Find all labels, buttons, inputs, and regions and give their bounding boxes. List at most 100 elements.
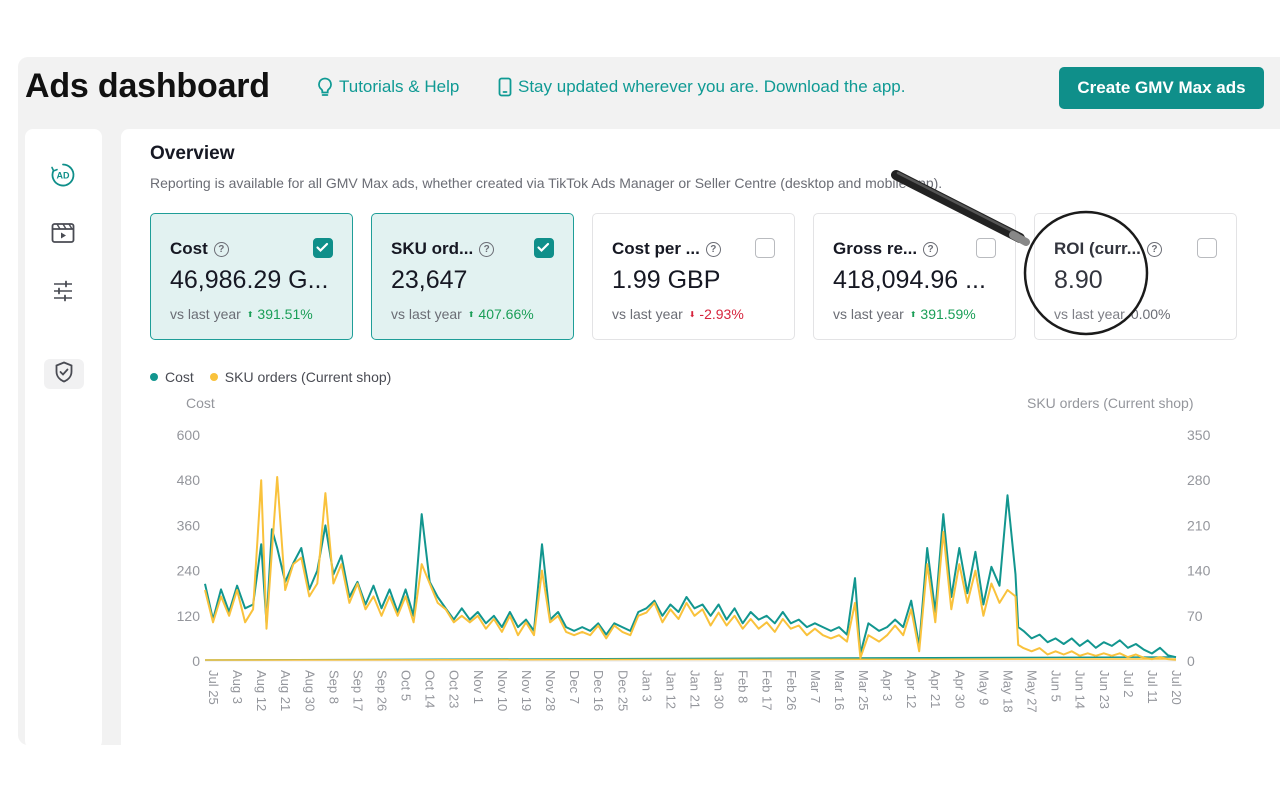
metric-card-title: Cost per ... <box>612 239 700 258</box>
metric-delta-value: 407.66% <box>478 306 534 322</box>
metric-card-label: SKU ord...? <box>391 239 495 259</box>
metric-vs-label: vs last year <box>391 306 462 322</box>
metric-comparison: vs last year ⬆︎ 391.59% <box>833 306 976 322</box>
x-tick-label: May 18 <box>1000 670 1015 713</box>
sidebar-item-security[interactable] <box>44 359 84 389</box>
x-tick-label: Feb 8 <box>736 670 751 703</box>
legend-dot-cost <box>150 373 158 381</box>
orders-baseline-trace <box>204 658 1177 661</box>
x-tick-label: Jan 30 <box>712 670 727 709</box>
x-tick-label: Aug 21 <box>278 670 293 711</box>
x-tick-label: Nov 10 <box>495 670 510 711</box>
x-tick-label: Apr 12 <box>904 670 919 708</box>
metric-card-label: Cost? <box>170 239 229 259</box>
phone-icon <box>498 77 512 97</box>
arrow-up-icon: ⬆︎ <box>909 310 917 319</box>
y-right-tick-label: 280 <box>1187 472 1211 488</box>
cost-series-line <box>204 494 1177 659</box>
legend-dot-sku-orders <box>209 373 218 381</box>
metric-card-title: Gross re... <box>833 239 918 258</box>
x-tick-label: Mar 25 <box>856 670 871 710</box>
x-tick-label: Mar 7 <box>808 670 823 703</box>
legend-label-cost: Cost <box>165 369 194 385</box>
metric-checkbox[interactable] <box>534 238 554 258</box>
y-left-tick-label: 480 <box>177 472 201 488</box>
metric-delta: ⬆︎ 391.51% <box>247 306 313 322</box>
legend-item-sku-orders[interactable]: SKU orders (Current shop) <box>209 369 391 385</box>
line-chart: 0 120 240 360 480 600 0 70 140 210 280 350 Jul 25 Aug… <box>177 427 1211 713</box>
overview-subtitle: Reporting is available for all GMV Max a… <box>150 175 943 191</box>
metric-vs-label: vs last year <box>170 306 241 322</box>
metric-delta: ⬆︎ 407.66% <box>468 306 534 322</box>
x-tick-label: Jan 12 <box>663 670 678 709</box>
x-tick-label: Jun 23 <box>1097 670 1112 709</box>
x-tick-label: May 9 <box>976 670 991 705</box>
help-icon[interactable]: ? <box>705 241 721 257</box>
metric-card[interactable]: SKU ord...? 23,647 vs last year ⬆︎ 407.66% <box>371 213 574 340</box>
x-tick-label: Oct 5 <box>399 670 414 701</box>
metric-card-title: Cost <box>170 239 208 258</box>
arrow-up-icon: ⬆︎ <box>246 310 254 319</box>
x-tick-label: Jan 21 <box>687 670 702 709</box>
arrow-up-icon: ⬆︎ <box>467 310 475 319</box>
x-tick-label: Oct 23 <box>447 670 462 708</box>
x-tick-label: Sep 26 <box>375 670 390 711</box>
y-right-tick-label: 140 <box>1187 563 1211 579</box>
help-icon[interactable]: ? <box>479 241 495 257</box>
metric-delta-value: 391.59% <box>920 306 976 322</box>
metric-vs-label: vs last year <box>612 306 683 322</box>
create-gmv-max-ads-button[interactable]: Create GMV Max ads <box>1059 67 1264 109</box>
arrow-down-icon: ⬇︎ <box>688 310 696 319</box>
svg-text:AD: AD <box>57 170 70 180</box>
x-tick-label: Dec 7 <box>567 670 582 704</box>
x-tick-label: May 27 <box>1025 670 1040 713</box>
sidebar-item-settings[interactable] <box>49 279 77 307</box>
help-icon[interactable]: ? <box>213 241 229 257</box>
x-tick-label: Aug 12 <box>254 670 269 711</box>
ad-icon: AD <box>50 162 76 193</box>
y-right-tick-label: 210 <box>1187 517 1211 533</box>
x-tick-label: Sep 17 <box>350 670 365 711</box>
metric-card-title: SKU ord... <box>391 239 474 258</box>
metric-delta: ⬆︎ 391.59% <box>910 306 976 322</box>
metric-comparison: vs last year ⬆︎ 391.51% <box>170 306 313 322</box>
dashboard-frame: Ads dashboard Tutorials & Help Stay upda… <box>18 57 1280 745</box>
sidebar-item-ads[interactable]: AD <box>49 163 77 191</box>
x-tick-label: Nov 19 <box>519 670 534 711</box>
sidebar-item-videos[interactable] <box>49 221 77 249</box>
metric-checkbox[interactable] <box>1197 238 1217 258</box>
x-tick-label: Jul 25 <box>206 670 221 705</box>
x-tick-label: Apr 30 <box>952 670 967 708</box>
metric-checkbox[interactable] <box>313 238 333 258</box>
metric-card[interactable]: Cost? 46,986.29 G... vs last year ⬆︎ 391.51… <box>150 213 353 340</box>
x-tick-label: Jul 20 <box>1169 670 1184 705</box>
y-right-tick-label: 70 <box>1187 608 1203 624</box>
check-icon <box>537 242 550 253</box>
sku-orders-series-line <box>204 476 1177 661</box>
x-tick-label: Mar 16 <box>832 670 847 710</box>
y-left-tick-label: 240 <box>177 563 201 579</box>
metric-delta: ⬇︎ -2.93% <box>689 306 744 322</box>
shield-check-icon <box>54 361 74 388</box>
check-icon <box>316 242 329 253</box>
download-app-link[interactable]: Stay updated wherever you are. Download … <box>498 77 905 97</box>
y-left-tick-label: 120 <box>177 608 201 624</box>
x-tick-label: Apr 3 <box>880 670 895 701</box>
x-tick-label: Jun 5 <box>1049 670 1064 702</box>
y-left-tick-label: 360 <box>177 517 201 533</box>
legend-item-cost[interactable]: Cost <box>150 369 194 385</box>
x-tick-label: Jul 2 <box>1121 670 1136 697</box>
overview-title: Overview <box>150 143 235 164</box>
metric-checkbox[interactable] <box>755 238 775 258</box>
sidebar: AD <box>25 129 102 745</box>
left-axis-title: Cost <box>186 395 215 411</box>
metric-card-label: Cost per ...? <box>612 239 721 259</box>
tutorials-help-link[interactable]: Tutorials & Help <box>317 77 459 97</box>
metric-card[interactable]: Cost per ...? 1.99 GBP vs last year ⬇︎ -2.9… <box>592 213 795 340</box>
metric-vs-label: vs last year <box>833 306 904 322</box>
metric-value: 46,986.29 G... <box>170 266 329 294</box>
lightbulb-icon <box>317 77 333 97</box>
x-tick-label: Aug 30 <box>302 670 317 711</box>
x-tick-label: Dec 16 <box>591 670 606 711</box>
metric-comparison: vs last year ⬆︎ 407.66% <box>391 306 534 322</box>
